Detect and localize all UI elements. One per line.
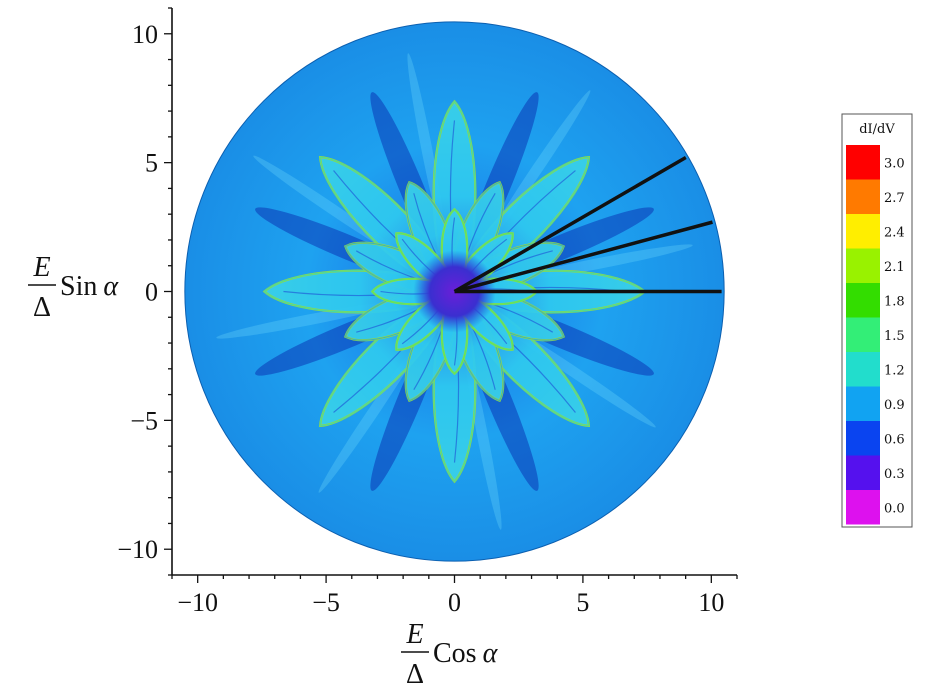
colorbar-label: 2.1 (884, 260, 905, 275)
x-axis-title: E Δ Cos α (401, 619, 499, 690)
y-axis-title: E Δ Sin α (28, 252, 119, 323)
radial-cut-lines (453, 155, 722, 294)
colorbar-label: 2.7 (884, 191, 905, 206)
colorbar-label: 0.0 (884, 501, 905, 516)
y-ticks: −10 −5 0 5 10 (117, 7, 172, 576)
x-tick-label: 10 (698, 588, 724, 617)
colorbar-swatch (846, 214, 880, 249)
y-axis-title-numerator: E (32, 252, 50, 283)
colorbar-title: dI/dV (859, 122, 895, 137)
colorbar-label: 0.6 (884, 432, 905, 447)
colorbar-swatch (846, 421, 880, 456)
colorbar-swatch (846, 386, 880, 421)
x-axis-title-denominator: Δ (406, 659, 424, 690)
heatmap-disk-edge (184, 21, 725, 562)
y-tick-label: −10 (117, 535, 158, 564)
axes: −10 −5 0 5 10 −10 −5 0 5 10 (117, 7, 738, 617)
x-tick-label: 5 (576, 588, 589, 617)
y-tick-label: 10 (132, 20, 158, 49)
colorbar-swatch (846, 317, 880, 352)
x-tick-label: 0 (448, 588, 461, 617)
x-axis-title-numerator: E (405, 619, 423, 650)
y-tick-label: 5 (145, 149, 158, 178)
x-tick-label: −10 (177, 588, 218, 617)
y-axis-title-denominator: Δ (33, 292, 51, 323)
y-tick-label: 0 (145, 278, 158, 307)
colorbar-swatch (846, 490, 880, 525)
y-tick-label: −5 (130, 406, 158, 435)
colorbar-swatch (846, 352, 880, 387)
colorbar-label: 1.8 (884, 294, 905, 309)
colorbar-label: 2.4 (884, 225, 905, 240)
radial-cut-line (453, 155, 687, 294)
colorbar-swatch (846, 283, 880, 318)
x-tick-label: −5 (312, 588, 340, 617)
colorbar-swatch (846, 179, 880, 214)
x-axis-title-trig: Cos α (433, 638, 499, 669)
colorbar-label: 1.5 (884, 329, 905, 344)
colorbar-label: 1.2 (884, 363, 905, 378)
colorbar-label: 0.9 (884, 398, 905, 413)
colorbar-swatch (846, 455, 880, 490)
x-ticks: −10 −5 0 5 10 (171, 575, 738, 617)
colorbar-swatch (846, 248, 880, 283)
y-axis-title-trig: Sin α (60, 271, 119, 302)
colorbar-label: 3.0 (884, 156, 905, 171)
colorbar-entries: 3.0 2.7 2.4 2.1 1.8 1.5 1.2 0.9 0.6 0.3 0.0 (846, 145, 905, 525)
radial-cut-line (454, 220, 713, 294)
colorbar-label: 0.3 (884, 467, 905, 482)
colorbar-swatch (846, 145, 880, 180)
colorbar-legend: dI/dV 3.0 2.7 2.4 2.1 1.8 1.5 1.2 0.9 0.6 0.3 0.0 (841, 113, 913, 528)
